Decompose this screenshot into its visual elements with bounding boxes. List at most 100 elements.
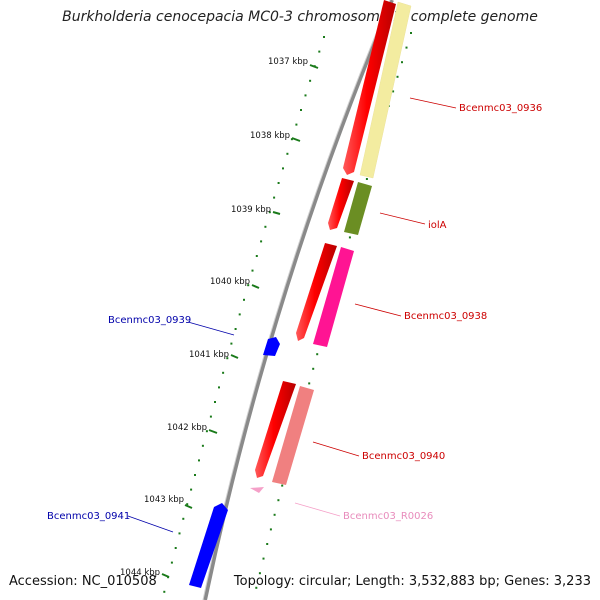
tick-dot [226,357,229,360]
inner-tick-ring [163,36,325,593]
tick-dot [286,152,289,155]
label-connectors [127,97,457,533]
cog-iola[interactable] [344,182,372,235]
tick-dot [186,503,189,506]
cds-bcenmc03-0939[interactable] [263,337,280,356]
tick-dot [238,313,241,316]
tick-dot [273,196,276,199]
tick-1041 [230,354,239,359]
tick-1039 [272,211,281,215]
tick-dot [401,61,403,64]
tick-label-1044: 1044 kbp [120,568,160,578]
tick-dot [262,557,265,560]
label-bcenmc03-0938[interactable]: Bcenmc03_0938 [404,311,487,322]
label-bcenmc03-r0026[interactable]: Bcenmc03_R0026 [343,511,433,522]
reverse-cds-track [189,337,280,588]
tick-dot [178,532,181,535]
chromosome-backbone-highlight [202,0,391,600]
tick-1038 [291,137,301,142]
tick-dot [214,401,216,403]
tick-dot [312,367,315,370]
cds-bcenmc03-0936[interactable] [343,0,396,175]
tick-dot [190,488,193,491]
label-bcenmc03-0941[interactable]: Bcenmc03_0941 [47,511,130,522]
tick-dot [264,225,267,228]
label-iola[interactable]: iolA [428,220,447,231]
topology-text: Topology: circular; Length: 3,532,883 bp… [233,574,591,589]
tick-dot [277,182,280,184]
cog-bcenmc03-0940[interactable] [272,386,314,485]
tick-dot [308,382,311,385]
tick-dot [269,528,272,531]
tick-label-1040: 1040 kbp [210,277,250,287]
map-title: Burkholderia cenocepacia MC0-3 chromosom… [62,9,538,25]
tick-dot [170,561,173,564]
tick-dot [194,474,196,476]
tick-dot [222,371,225,374]
tick-dot [300,109,302,111]
tick-dot [218,386,220,389]
tick-dot [258,572,261,575]
tick-dot [234,328,237,330]
label-bcenmc03-0936[interactable]: Bcenmc03_0936 [459,103,542,114]
tick-dot [290,138,293,141]
tick-dot [174,547,177,549]
tick-dot [273,513,276,516]
tick-dot [281,484,284,487]
tick-dot [205,430,208,433]
cog-bcenmc03-0938[interactable] [313,247,354,347]
tick-dot [243,298,245,301]
tick-dot [201,444,204,447]
tick-label-1041: 1041 kbp [189,350,229,360]
tick-dot [365,178,368,180]
tick-dot [282,167,284,170]
tick-dot [405,46,408,49]
tick-dot [266,543,269,545]
tick-1037 [309,64,319,69]
cog-bcenmc03-0936[interactable] [359,1,412,179]
tick-dot [209,415,212,418]
tick-dot [295,123,298,126]
cds-iola[interactable] [328,178,354,230]
rna-bcenmc03-r0026[interactable] [250,487,264,493]
tick-dot [251,269,254,272]
cog-track [272,1,412,485]
tick-1042 [208,429,218,434]
tick-dot [230,342,233,345]
tick-1044 [161,573,170,578]
cds-bcenmc03-0940[interactable] [255,381,296,478]
tick-label-1039: 1039 kbp [231,205,271,215]
tick-label-1037: 1037 kbp [268,57,308,67]
tick-dot [348,236,351,239]
tick-dot [396,75,399,78]
tick-dot [182,517,185,520]
forward-cds-track [255,0,396,478]
label-bcenmc03-0940[interactable]: Bcenmc03_0940 [362,451,445,462]
tick-dot [304,94,307,97]
tick-1040 [251,284,260,289]
tick-dot [323,36,325,38]
tick-label-1038: 1038 kbp [250,131,290,141]
label-bcenmc03-0939[interactable]: Bcenmc03_0939 [108,315,191,326]
tick-dot [309,79,312,82]
tick-dot [260,240,263,243]
tick-dot [316,353,319,356]
tick-dot [392,90,395,93]
tick-dot [268,211,271,214]
accession-text: Accession: NC_010508 [9,574,157,589]
cds-bcenmc03-0938[interactable] [296,243,337,341]
tick-1043 [184,504,193,509]
tick-dot [410,32,412,34]
major-ticks [161,64,319,578]
tick-dot [318,50,321,53]
tick-label-1042: 1042 kbp [167,423,207,433]
tick-dot [163,590,166,593]
tick-label-1043: 1043 kbp [144,495,184,505]
tick-dot [247,284,250,287]
tick-dot [198,459,200,462]
tick-dot [255,586,258,589]
tick-dot [255,255,258,257]
tick-dot [277,499,280,502]
cds-bcenmc03-0941[interactable] [189,503,228,588]
